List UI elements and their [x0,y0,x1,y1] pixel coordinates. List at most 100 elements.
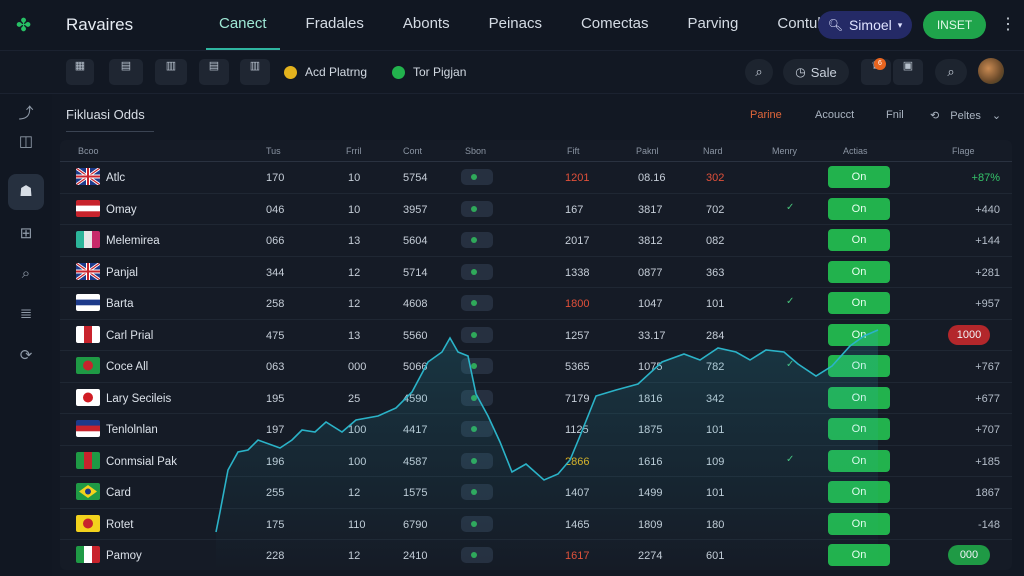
table-row[interactable]: Melemirea 066 13 5604 2017 3812 082 On +144 [60,225,1012,257]
on-button[interactable]: On [828,323,890,346]
on-button[interactable]: On [828,197,890,220]
status-toggle[interactable] [461,452,493,469]
paknl-value: 33.17 [638,329,666,342]
sidebar-item-search[interactable]: ⌕ [8,256,44,292]
table-row[interactable]: Atlc 170 10 5754 1201 08.16 302 On +87% [60,162,1012,194]
on-button[interactable]: On [828,386,890,409]
table-row[interactable]: Lary Secileis 195 25 4590 7179 1816 342 On +677 [60,383,1012,414]
filter-pill-1[interactable]: Acd Platrng [284,65,367,79]
column-header[interactable]: Frril [346,146,362,156]
nav-tab-6[interactable]: Parving [687,15,739,32]
status-toggle[interactable] [461,547,493,563]
status-toggle[interactable] [461,295,493,311]
paknl-value: 1499 [638,487,663,499]
table-row[interactable]: Carl Prial 475 13 5560 1257 33.17 284 On 1000 [60,320,1012,351]
nard-value: 180 [706,518,725,531]
team-name: Panjal [106,266,138,279]
nard-value: 363 [706,266,725,279]
table-row[interactable]: Panjal 344 12 5714 1338 0877 363 On +281 [60,257,1012,288]
column-header[interactable]: Bcoo [78,146,99,156]
avatar[interactable] [978,58,1004,84]
filter-tab-1[interactable]: Parine [750,109,782,121]
nav-tab-1[interactable]: Canect [206,0,280,50]
on-button[interactable]: On [828,544,890,566]
tool-button-5[interactable]: ▥ [240,59,270,85]
nav-tab-2[interactable]: Fradales [305,15,364,32]
status-toggle[interactable] [461,169,493,185]
status-toggle[interactable] [461,232,493,248]
on-button[interactable]: On [828,449,890,472]
frril-value: 12 [348,487,361,499]
sale-button[interactable]: ◷ Sale [783,59,849,85]
sidebar-item-history[interactable]: ≣ [8,296,44,332]
status-toggle[interactable] [461,484,493,500]
sidebar-item-cart[interactable]: ⊞ [8,216,44,252]
on-button[interactable]: On [828,292,890,314]
status-toggle[interactable] [461,421,493,437]
on-button[interactable]: On [828,166,890,188]
frril-value: 13 [348,329,361,342]
team-name: Coce All [106,361,149,373]
paknl-value: 2274 [638,550,663,562]
status-toggle[interactable] [461,358,493,374]
column-header[interactable]: Flage [952,146,975,156]
status-toggle[interactable] [461,389,493,406]
status-dot-icon [471,457,477,464]
search-button[interactable]: ⌕ [745,59,773,85]
status-toggle[interactable] [461,515,493,532]
team-name: Rotet [106,518,134,531]
nav-tab-3[interactable]: Abonts [402,15,450,32]
table-row[interactable]: Conmsial Pak 196 100 4587 2866 1616 109 ✓ On +185 [60,446,1012,477]
country-flag-icon [76,451,100,469]
inset-button[interactable]: INSET [923,11,986,39]
filter-pill-2[interactable]: Tor Pigjan [392,65,466,79]
on-button[interactable]: On [828,355,890,377]
sidebar-item-settings[interactable]: ⟳ [8,338,44,374]
table-row[interactable]: Tenlolnlan 197 100 4417 1125 1875 101 On +707 [60,414,1012,446]
status-toggle[interactable] [461,200,493,217]
filter-tab-4[interactable]: ⟲ Peltes ⌄ [930,109,1001,122]
nav-tab-5[interactable]: Comectas [580,15,649,32]
column-header[interactable]: Sbon [465,146,487,156]
on-button[interactable]: On [828,260,890,283]
column-header[interactable]: Fift [567,146,580,156]
table-row[interactable]: Barta 258 12 4608 1800 1047 101 ✓ On +957 [60,288,1012,320]
column-header[interactable]: Menry [772,146,798,156]
status-toggle[interactable] [461,326,493,343]
sidebar-item-markets[interactable]: ◫ [8,124,44,160]
nav-tab-4[interactable]: Peinacs [488,15,542,32]
table-row[interactable]: Pamoy 228 12 2410 1617 2274 601 On 000 [60,540,1012,570]
tool-button-2[interactable]: ▤ [109,59,143,85]
on-button[interactable]: On [828,481,890,503]
on-button[interactable]: On [828,512,890,535]
tool-button-4[interactable]: ▤ [199,59,229,85]
country-flag-icon [76,199,100,217]
search-button-2[interactable]: ⌕ [935,59,967,85]
tus-value: 195 [266,392,285,405]
column-header[interactable]: Cont [403,146,423,156]
on-button[interactable]: On [828,229,890,251]
column-header[interactable]: Actias [843,146,868,156]
table-row[interactable]: Coce All 063 000 5066 5365 1075 782 ✓ On +767 [60,351,1012,383]
table-row[interactable]: Rotet 175 110 6790 1465 1809 180 On -148 [60,509,1012,540]
column-header[interactable]: Tus [266,146,281,156]
tus-value: 066 [266,235,285,247]
basket-button[interactable]: ▣ [893,59,923,85]
more-options-icon[interactable]: ⋮ [1000,16,1016,33]
tool-button-1[interactable]: ▦ [66,59,94,85]
column-header[interactable]: Nard [703,146,723,156]
cont-value: 4590 [403,392,428,405]
sidebar-item-stats[interactable]: ⤴ [8,96,44,132]
column-header[interactable]: Paknl [636,146,659,156]
on-button[interactable]: On [828,418,890,440]
tool-button-3[interactable]: ▥ [155,59,187,85]
status-toggle[interactable] [461,263,493,280]
frril-value: 12 [348,298,361,310]
table-row[interactable]: Card 255 12 1575 1407 1499 101 On 1867 [60,477,1012,509]
sidebar-item-account[interactable]: ☗ [8,174,44,210]
user-menu-button[interactable]: 🔍︎ Simoel ▾ [818,11,912,39]
filter-tab-3[interactable]: Fnil [886,109,904,121]
filter-tab-2[interactable]: Acoucct [815,109,855,121]
table-row[interactable]: Omay 046 10 3957 167 3817 702 ✓ On +440 [60,194,1012,225]
clock-icon: ◷ [795,65,806,79]
